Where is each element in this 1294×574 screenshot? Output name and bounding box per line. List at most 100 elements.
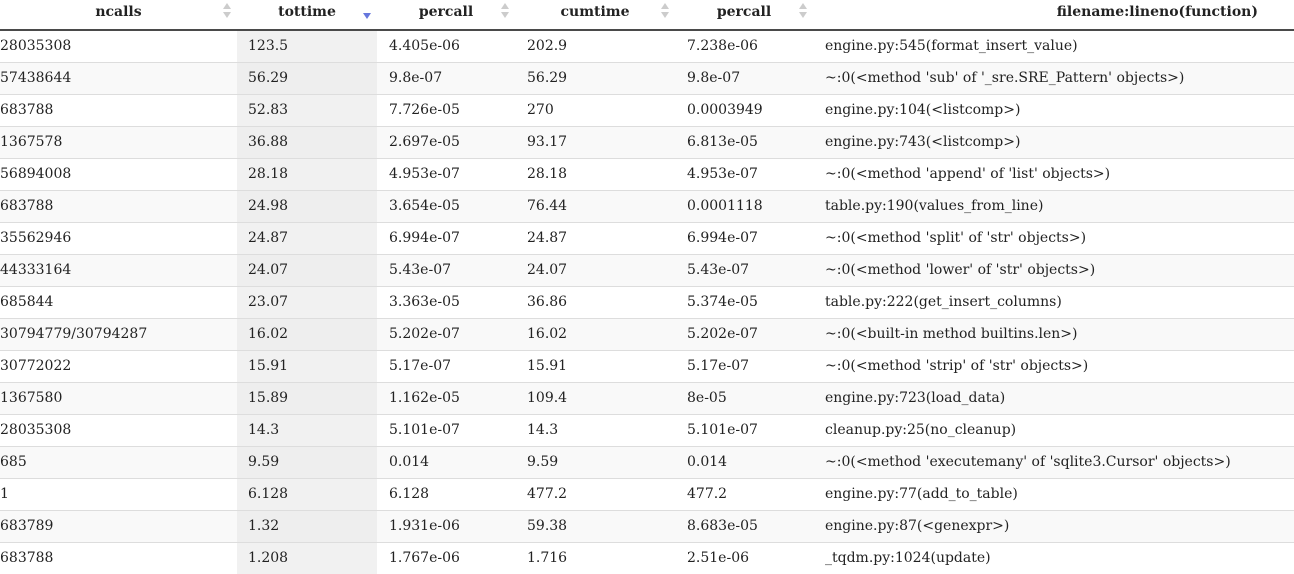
cell-cumtime: 56.29 <box>515 61 675 94</box>
cell-tottime: 14.3 <box>237 413 377 446</box>
cell-filename: engine.py:545(format_insert_value) <box>813 29 1294 62</box>
column-header-filename: filename:lineno(function) <box>813 0 1294 31</box>
cell-percall-cumulative: 8e-05 <box>675 381 813 414</box>
column-header-percall-cumulative[interactable]: percall <box>675 0 813 31</box>
column-header-label: percall <box>418 3 474 20</box>
cell-tottime: 16.02 <box>237 317 377 350</box>
cell-tottime: 15.91 <box>237 349 377 382</box>
cell-ncalls: 683788 <box>0 93 237 126</box>
column-header-cumtime[interactable]: cumtime <box>515 0 675 31</box>
cell-percall-cumulative: 9.8e-07 <box>675 61 813 94</box>
cell-ncalls: 683788 <box>0 541 237 574</box>
table-header: ncalls tottime percall cumtime percall f… <box>0 0 1294 31</box>
cell-filename: ~:0(<built-in method builtins.len>) <box>813 317 1294 350</box>
cell-ncalls: 683788 <box>0 189 237 222</box>
sort-unsorted-icon[interactable] <box>659 3 671 21</box>
table-row: 57438644 56.29 9.8e-07 56.29 9.8e-07 ~:0(<met… <box>0 61 1294 94</box>
sort-unsorted-icon[interactable] <box>499 3 511 21</box>
cell-tottime: 36.88 <box>237 125 377 158</box>
cell-percall: 5.43e-07 <box>377 253 515 286</box>
table-row: 685 9.59 0.014 9.59 0.014 ~:0(<method 'execut… <box>0 445 1294 478</box>
cell-percall: 6.994e-07 <box>377 221 515 254</box>
cell-filename: ~:0(<method 'strip' of 'str' objects>) <box>813 349 1294 382</box>
table-row: 683789 1.32 1.931e-06 59.38 8.683e-05 engine.… <box>0 509 1294 542</box>
cell-percall-cumulative: 5.101e-07 <box>675 413 813 446</box>
cell-ncalls: 28035308 <box>0 413 237 446</box>
cell-tottime: 24.07 <box>237 253 377 286</box>
cell-percall-cumulative: 6.813e-05 <box>675 125 813 158</box>
cell-filename: ~:0(<method 'lower' of 'str' objects>) <box>813 253 1294 286</box>
table-row: 683788 52.83 7.726e-05 270 0.0003949 engine.p… <box>0 93 1294 126</box>
table-row: 683788 24.98 3.654e-05 76.44 0.0001118 table.… <box>0 189 1294 222</box>
sort-descending-icon[interactable] <box>361 3 373 21</box>
cell-cumtime: 270 <box>515 93 675 126</box>
cell-ncalls: 30772022 <box>0 349 237 382</box>
cell-percall: 1.162e-05 <box>377 381 515 414</box>
cell-percall-cumulative: 5.17e-07 <box>675 349 813 382</box>
cell-percall: 4.405e-06 <box>377 29 515 62</box>
cell-cumtime: 14.3 <box>515 413 675 446</box>
cell-filename: ~:0(<method 'append' of 'list' objects>) <box>813 157 1294 190</box>
cell-percall-cumulative: 6.994e-07 <box>675 221 813 254</box>
column-header-label: ncalls <box>95 3 142 20</box>
cell-percall-cumulative: 477.2 <box>675 477 813 510</box>
cell-ncalls: 30794779/30794287 <box>0 317 237 350</box>
cell-percall: 4.953e-07 <box>377 157 515 190</box>
cell-percall: 3.363e-05 <box>377 285 515 318</box>
table-row: 30794779/30794287 16.02 5.202e-07 16.02 5.20… <box>0 317 1294 350</box>
cell-percall-cumulative: 4.953e-07 <box>675 157 813 190</box>
column-header-label: tottime <box>278 3 336 20</box>
cell-ncalls: 35562946 <box>0 221 237 254</box>
column-header-tottime[interactable]: tottime <box>237 0 377 31</box>
cell-cumtime: 16.02 <box>515 317 675 350</box>
cell-tottime: 6.128 <box>237 477 377 510</box>
cell-filename: engine.py:723(load_data) <box>813 381 1294 414</box>
column-header-label: cumtime <box>560 3 630 20</box>
cell-ncalls: 1367578 <box>0 125 237 158</box>
cell-cumtime: 93.17 <box>515 125 675 158</box>
cell-percall: 5.17e-07 <box>377 349 515 382</box>
cell-cumtime: 76.44 <box>515 189 675 222</box>
cell-ncalls: 56894008 <box>0 157 237 190</box>
cell-cumtime: 9.59 <box>515 445 675 478</box>
cell-filename: table.py:190(values_from_line) <box>813 189 1294 222</box>
sort-unsorted-icon[interactable] <box>797 3 809 21</box>
cell-percall-cumulative: 7.238e-06 <box>675 29 813 62</box>
sort-unsorted-icon[interactable] <box>221 3 233 21</box>
cell-percall-cumulative: 0.0003949 <box>675 93 813 126</box>
cell-percall: 2.697e-05 <box>377 125 515 158</box>
cell-percall-cumulative: 2.51e-06 <box>675 541 813 574</box>
cell-percall-cumulative: 0.014 <box>675 445 813 478</box>
cell-cumtime: 24.87 <box>515 221 675 254</box>
cell-filename: engine.py:743(<listcomp>) <box>813 125 1294 158</box>
table-row: 56894008 28.18 4.953e-07 28.18 4.953e-07 ~:0(… <box>0 157 1294 190</box>
column-header-label: filename:lineno(function) <box>1056 3 1258 20</box>
cell-tottime: 9.59 <box>237 445 377 478</box>
cell-ncalls: 1367580 <box>0 381 237 414</box>
table-row: 44333164 24.07 5.43e-07 24.07 5.43e-07 ~:0(<m… <box>0 253 1294 286</box>
cell-cumtime: 202.9 <box>515 29 675 62</box>
cell-filename: cleanup.py:25(no_cleanup) <box>813 413 1294 446</box>
cell-percall: 3.654e-05 <box>377 189 515 222</box>
column-header-label: percall <box>716 3 772 20</box>
table-row: 1367578 36.88 2.697e-05 93.17 6.813e-05 engin… <box>0 125 1294 158</box>
cell-ncalls: 28035308 <box>0 29 237 62</box>
cell-tottime: 1.32 <box>237 509 377 542</box>
cell-percall: 0.014 <box>377 445 515 478</box>
cell-ncalls: 685 <box>0 445 237 478</box>
column-header-ncalls[interactable]: ncalls <box>0 0 237 31</box>
cell-filename: ~:0(<method 'split' of 'str' objects>) <box>813 221 1294 254</box>
cell-ncalls: 683789 <box>0 509 237 542</box>
cell-cumtime: 59.38 <box>515 509 675 542</box>
cell-tottime: 24.87 <box>237 221 377 254</box>
cell-cumtime: 36.86 <box>515 285 675 318</box>
cell-cumtime: 28.18 <box>515 157 675 190</box>
cell-percall-cumulative: 0.0001118 <box>675 189 813 222</box>
cell-percall: 5.202e-07 <box>377 317 515 350</box>
column-header-percall[interactable]: percall <box>377 0 515 31</box>
cell-ncalls: 685844 <box>0 285 237 318</box>
header-row: ncalls tottime percall cumtime percall f… <box>0 0 1294 31</box>
cell-tottime: 28.18 <box>237 157 377 190</box>
cell-tottime: 15.89 <box>237 381 377 414</box>
cell-cumtime: 477.2 <box>515 477 675 510</box>
